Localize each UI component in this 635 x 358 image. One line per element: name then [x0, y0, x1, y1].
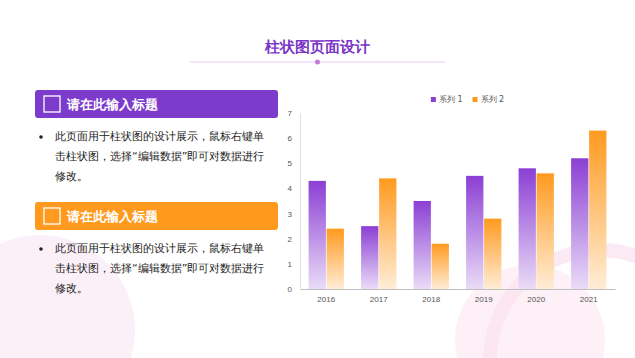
x-tick-label: 2018: [422, 295, 440, 304]
y-tick: 7: [288, 109, 300, 118]
panel-heading: 请在此输入标题: [66, 209, 158, 224]
y-tick: 3: [288, 210, 300, 219]
x-tick: 2018: [422, 289, 440, 304]
legend-label: 系列 1: [439, 95, 463, 104]
y-tick-label: 4: [288, 184, 293, 193]
x-tick: 2017: [370, 289, 388, 304]
legend: 系列 1 系列 2: [431, 95, 504, 104]
bar: [432, 244, 449, 289]
panel-heading: 请在此输入标题: [66, 97, 158, 112]
x-tick: 2019: [475, 289, 493, 304]
bar: [327, 229, 344, 289]
panel-header: [35, 202, 278, 230]
legend-item: 系列 2: [473, 95, 505, 104]
y-tick-label: 3: [288, 210, 293, 219]
y-axis: 0 1 2 3 4 5 6 7: [288, 109, 301, 294]
y-tick: 4: [288, 184, 300, 193]
y-tick-label: 6: [288, 134, 293, 143]
y-tick: 6: [288, 134, 300, 143]
y-tick: 2: [288, 235, 300, 244]
panel-text: 此页面用于柱状图的设计展示，鼠标右键单击柱状图，选择“编辑数据”即可对数据进行修…: [55, 127, 269, 187]
x-tick-label: 2016: [317, 295, 335, 304]
x-tick: 2021: [580, 289, 598, 304]
title-dot: [315, 60, 320, 65]
panel-icon: [44, 208, 60, 224]
x-tick-label: 2020: [527, 295, 545, 304]
legend-item: 系列 1: [431, 95, 463, 104]
bullet: [39, 135, 43, 139]
legend-swatch: [431, 97, 436, 102]
bar: [519, 168, 536, 289]
x-tick-label: 2021: [580, 295, 598, 304]
legend-label: 系列 2: [481, 95, 505, 104]
bars: [309, 131, 607, 289]
y-tick-label: 0: [288, 285, 293, 294]
bullet: [39, 247, 43, 251]
y-tick: 1: [288, 260, 300, 269]
x-axis-line: [301, 289, 616, 290]
page-title: 柱状图页面设计: [264, 38, 370, 56]
y-tick: 5: [288, 159, 300, 168]
y-tick-label: 2: [288, 235, 293, 244]
y-tick: 0: [288, 285, 300, 294]
bar: [484, 219, 501, 289]
legend-swatch: [473, 97, 478, 102]
bar: [571, 158, 588, 289]
y-axis-line: [300, 114, 301, 290]
panel-header: [35, 90, 278, 118]
y-tick-label: 1: [288, 260, 293, 269]
bar: [379, 178, 396, 289]
bar: [414, 201, 431, 289]
panel-text: 此页面用于柱状图的设计展示，鼠标右键单击柱状图，选择“编辑数据”即可对数据进行修…: [55, 239, 269, 299]
y-tick-label: 5: [288, 159, 293, 168]
bar: [589, 131, 606, 289]
y-tick-label: 7: [288, 109, 293, 118]
x-tick-label: 2019: [475, 295, 493, 304]
x-tick-label: 2017: [370, 295, 388, 304]
x-tick: 2016: [317, 289, 335, 304]
bar: [466, 176, 483, 289]
bar: [361, 226, 378, 289]
x-axis: 2016 2017 2018 2019 2020 2021: [301, 289, 616, 304]
bar: [309, 181, 326, 289]
bar: [537, 173, 554, 289]
x-tick: 2020: [527, 289, 545, 304]
panel-icon: [44, 96, 60, 112]
